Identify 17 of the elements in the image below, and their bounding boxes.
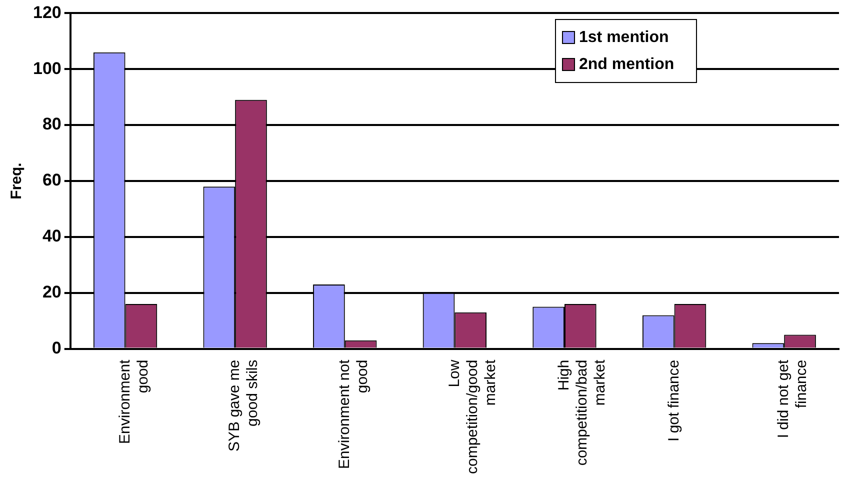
y-tick-label: 40 bbox=[42, 226, 62, 246]
y-tick-label: 120 bbox=[32, 2, 62, 22]
x-tick-label: I did not get finance bbox=[775, 358, 810, 438]
y-tick-label: 100 bbox=[32, 58, 62, 78]
x-tick-label: SYB gave me good skils bbox=[226, 360, 262, 452]
y-tick-label: 60 bbox=[42, 170, 62, 190]
legend-label: 2nd mention bbox=[579, 56, 674, 74]
legend-label: 1st mention bbox=[579, 28, 669, 46]
y-tick-label: 80 bbox=[42, 114, 62, 134]
y-tick-label: 20 bbox=[42, 282, 62, 302]
x-tick-label: High competition/bad market bbox=[556, 358, 609, 466]
x-tick-label: Environment not good bbox=[336, 358, 372, 469]
y-tick-label: 0 bbox=[52, 338, 62, 358]
x-tick-label: Low competition/good market bbox=[446, 358, 499, 474]
x-tick-label: I got finance bbox=[665, 360, 682, 442]
x-tick-label: Environment good bbox=[116, 358, 152, 444]
y-axis-title: Freq. bbox=[8, 162, 26, 200]
